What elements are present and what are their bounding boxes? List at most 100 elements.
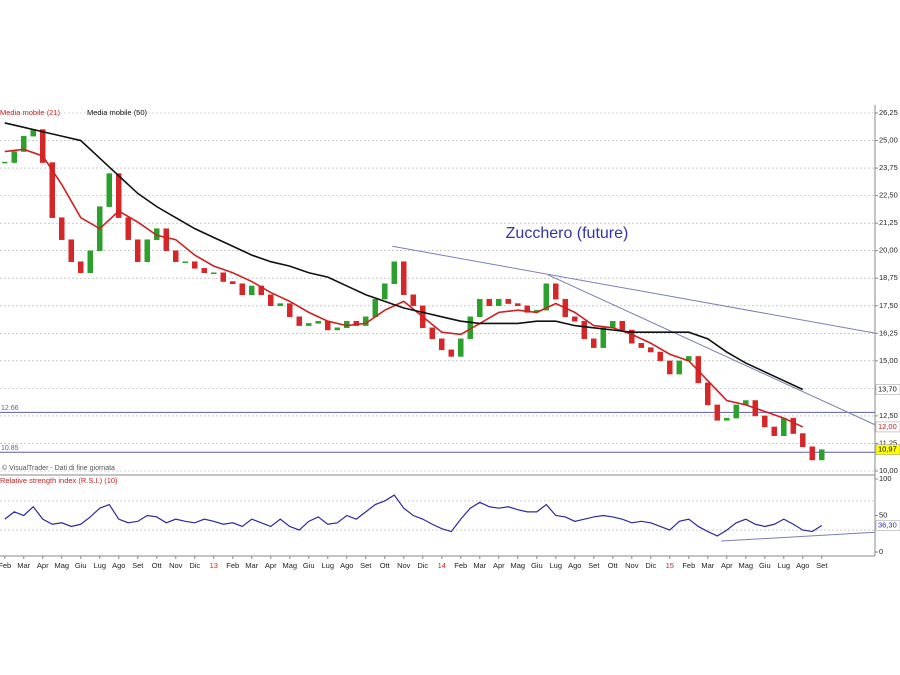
candle [705, 382, 711, 406]
x-tick-label: Apr [493, 561, 505, 570]
x-tick-label: Set [816, 561, 828, 570]
candle [572, 316, 578, 322]
candle [306, 323, 312, 326]
last-value-badge [875, 520, 900, 531]
last-value-label: 36,30 [878, 520, 897, 529]
y-tick-label: 12,50 [879, 411, 898, 420]
candle [391, 261, 398, 284]
candle [638, 342, 645, 348]
candle [591, 338, 597, 348]
candle [40, 129, 46, 163]
last-value-badge [875, 384, 900, 395]
x-tick-label: Mar [17, 561, 30, 570]
x-tick-label: Nov [397, 561, 411, 570]
candle [439, 338, 445, 351]
candle [192, 261, 198, 269]
x-tick-label: Set [588, 561, 600, 570]
candle [657, 351, 664, 362]
x-tick-label: Giu [303, 561, 315, 570]
candle [809, 446, 816, 461]
y-tick-label: 18,75 [879, 273, 898, 282]
candle [515, 303, 521, 307]
candle [334, 327, 341, 331]
x-tick-label: Mar [701, 561, 714, 570]
candle [382, 283, 388, 300]
candle [714, 404, 721, 421]
x-tick-label: Lug [322, 561, 335, 570]
candle [68, 239, 75, 262]
candle [667, 360, 673, 375]
x-tick-label: Ott [152, 561, 163, 570]
candle [230, 281, 236, 284]
x-tick-label: Apr [265, 561, 277, 570]
y-tick-label: 25,00 [879, 136, 898, 145]
x-tick-label: Ott [380, 561, 391, 570]
trendline [392, 245, 876, 334]
last-value-label: 10,97 [878, 445, 897, 454]
line-series [4, 148, 804, 428]
candle [49, 162, 56, 218]
legend-label: Media mobile (21) [0, 108, 61, 117]
y-tick-label: 10,00 [879, 466, 898, 475]
candle [733, 404, 740, 419]
x-tick-label: Ago [796, 561, 809, 570]
candle [87, 250, 94, 273]
y-tick-label: 100 [879, 474, 892, 483]
candle [771, 426, 778, 437]
y-tick-label: 17,50 [879, 301, 898, 310]
candle [59, 217, 65, 240]
chart-title: Zucchero (future) [506, 225, 629, 242]
candle [372, 298, 379, 318]
x-tick-label: Giu [759, 561, 771, 570]
candle [258, 285, 265, 296]
y-tick-label: 0 [879, 547, 883, 556]
y-tick-label: 23,75 [879, 163, 898, 172]
candle [790, 417, 797, 434]
candle [21, 135, 27, 152]
y-tick-label: 15,00 [879, 356, 898, 365]
x-tick-label: Set [132, 561, 144, 570]
legend-label: Media mobile (50) [87, 108, 148, 117]
rsi-title: Relative strength index (R.S.I.) (10) [0, 476, 118, 485]
candle [401, 261, 407, 296]
line-series [4, 494, 823, 537]
y-tick-label: 22,50 [879, 191, 898, 200]
x-tick-label: Nov [625, 561, 639, 570]
x-tick-label: 13 [210, 561, 218, 570]
y-tick-label: 21,25 [879, 218, 898, 227]
candle [78, 261, 84, 273]
candle [287, 303, 293, 318]
x-tick-label: Ago [112, 561, 125, 570]
candle [116, 173, 122, 218]
candle [239, 283, 246, 296]
candle [220, 272, 227, 282]
x-tick-label: Mar [473, 561, 486, 570]
candle [553, 283, 559, 300]
candle [629, 329, 635, 344]
x-tick-label: Set [360, 561, 372, 570]
candle [819, 449, 825, 461]
candle [211, 272, 217, 274]
source-note: © VisualTrader - Dati di fine giornata [2, 464, 115, 472]
y-tick-label: 50 [879, 510, 887, 519]
x-tick-label: Mag [282, 561, 297, 570]
last-value-badge [875, 444, 900, 455]
candle [676, 360, 683, 375]
x-tick-label: Ott [608, 561, 619, 570]
candle [800, 433, 806, 448]
trendline [721, 531, 876, 542]
candle [505, 298, 512, 304]
x-tick-label: Apr [721, 561, 733, 570]
candle [106, 173, 113, 207]
candle [448, 349, 455, 357]
x-tick-label: Feb [682, 561, 695, 570]
candle [325, 320, 331, 331]
last-value-label: 12,00 [878, 422, 897, 431]
candle [173, 250, 179, 262]
x-tick-label: 14 [438, 561, 446, 570]
x-tick-label: Ago [568, 561, 581, 570]
candle [486, 298, 493, 307]
candle [163, 228, 170, 251]
candle [125, 217, 132, 240]
